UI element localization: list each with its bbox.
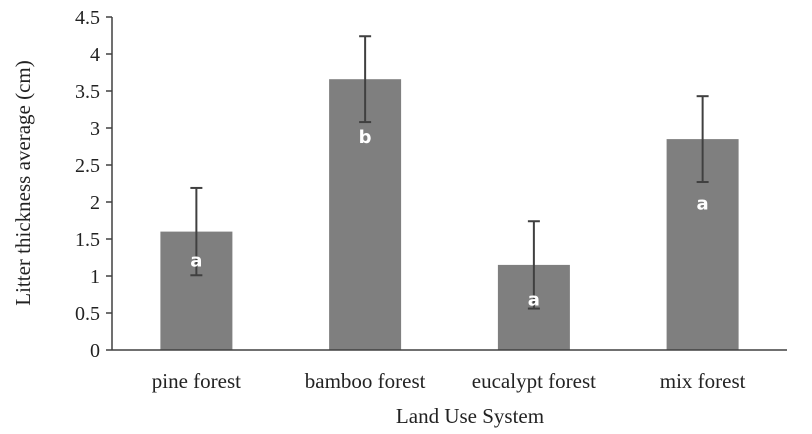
bar-bamboo-forest xyxy=(329,79,402,350)
data-label: a xyxy=(697,193,709,214)
y-tick-label: 0 xyxy=(90,340,100,362)
y-axis-title: Litter thickness average (cm) xyxy=(11,60,35,305)
error-bar-pine-forest xyxy=(190,186,203,277)
x-tick-label: mix forest xyxy=(660,369,746,393)
y-tick-label: 0.5 xyxy=(75,303,100,325)
y-tick-label: 3.5 xyxy=(75,81,100,103)
x-tick-label: pine forest xyxy=(152,369,241,393)
data-label: b xyxy=(359,127,372,148)
y-tick-label: 4 xyxy=(90,44,100,66)
x-tick-label: bamboo forest xyxy=(305,369,426,393)
y-tick-label: 2.5 xyxy=(75,155,100,177)
data-label: a xyxy=(528,290,540,311)
error-bar-bamboo-forest xyxy=(359,35,372,124)
x-axis-title: Land Use System xyxy=(396,404,544,428)
y-tick-label: 4.5 xyxy=(75,7,100,29)
y-tick-label: 1.5 xyxy=(75,229,100,251)
error-bar-mix-forest xyxy=(696,95,709,184)
y-tick-label: 3 xyxy=(90,118,100,140)
y-tick-label: 1 xyxy=(90,266,100,288)
data-label: a xyxy=(190,250,202,271)
error-bar-eucalypt-forest xyxy=(527,220,540,310)
y-tick-label: 2 xyxy=(90,192,100,214)
x-tick-label: eucalypt forest xyxy=(472,369,596,393)
